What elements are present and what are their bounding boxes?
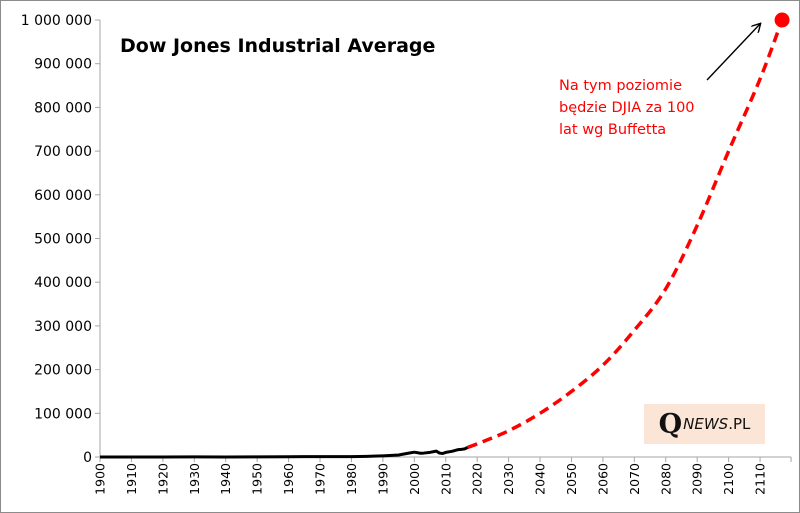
x-tick-label: 2000 xyxy=(407,463,422,495)
x-tick-label: 2110 xyxy=(753,463,768,495)
x-tick-label: 2100 xyxy=(721,463,736,495)
x-tick-label: 1970 xyxy=(313,463,328,495)
x-tick-label: 1940 xyxy=(218,463,233,495)
x-tick-label: 1910 xyxy=(124,463,139,495)
y-tick-label: 500 000 xyxy=(34,232,92,248)
x-tick-label: 1930 xyxy=(187,463,202,495)
annotation-line-2: będzie DJIA za 100 xyxy=(559,100,695,116)
y-tick-label: 800 000 xyxy=(34,100,92,116)
y-tick-label: 200 000 xyxy=(34,363,92,379)
y-tick-label: 300 000 xyxy=(34,319,92,335)
x-tick-label: 2040 xyxy=(533,463,548,495)
projection-line xyxy=(467,19,784,450)
y-axis-ticks: 0 100 000 200 000 300 000 400 000 500 000 600 … xyxy=(21,13,100,466)
y-tick-label: 700 000 xyxy=(34,144,92,160)
annotation-arrow xyxy=(706,24,760,81)
qnews-logo: Q NEWS .PL xyxy=(644,404,765,444)
x-tick-label: 2030 xyxy=(501,463,516,495)
chart-title: Dow Jones Industrial Average xyxy=(120,35,435,57)
annotation-line-3: lat wg Buffetta xyxy=(559,122,666,138)
x-tick-label: 1960 xyxy=(281,463,296,495)
x-tick-label: 2010 xyxy=(438,463,453,495)
x-tick-label: 2020 xyxy=(470,463,485,495)
annotation: Na tym poziomie będzie DJIA za 100 lat w… xyxy=(559,78,695,138)
logo-pl: .PL xyxy=(728,415,751,433)
x-tick-label: 1990 xyxy=(375,463,390,495)
x-tick-label: 2090 xyxy=(690,463,705,495)
logo-news: NEWS xyxy=(683,415,729,433)
x-tick-label: 2060 xyxy=(595,463,610,495)
annotation-line-1: Na tym poziomie xyxy=(559,78,682,94)
x-tick-label: 2080 xyxy=(658,463,673,495)
y-tick-label: 900 000 xyxy=(34,57,92,73)
x-axis-ticks: 1900 1910 1920 1930 1940 1950 1960 1970 1980 1990… xyxy=(93,457,792,495)
y-tick-label: 600 000 xyxy=(34,188,92,204)
historical-line xyxy=(99,446,469,459)
y-tick-label: 400 000 xyxy=(34,275,92,291)
x-tick-label: 2050 xyxy=(564,463,579,495)
series-group xyxy=(99,12,790,459)
y-tick-label: 100 000 xyxy=(34,406,92,422)
y-tick-label: 1 000 000 xyxy=(21,13,92,29)
y-tick-label: 0 xyxy=(83,450,92,466)
x-tick-label: 1980 xyxy=(344,463,359,495)
x-tick-label: 1920 xyxy=(155,463,170,495)
x-tick-label: 1900 xyxy=(93,463,108,495)
endpoint-marker xyxy=(774,12,790,28)
x-tick-label: 2070 xyxy=(627,463,642,495)
x-tick-label: 1950 xyxy=(250,463,265,495)
axes xyxy=(99,20,792,458)
logo-q: Q xyxy=(658,408,683,440)
